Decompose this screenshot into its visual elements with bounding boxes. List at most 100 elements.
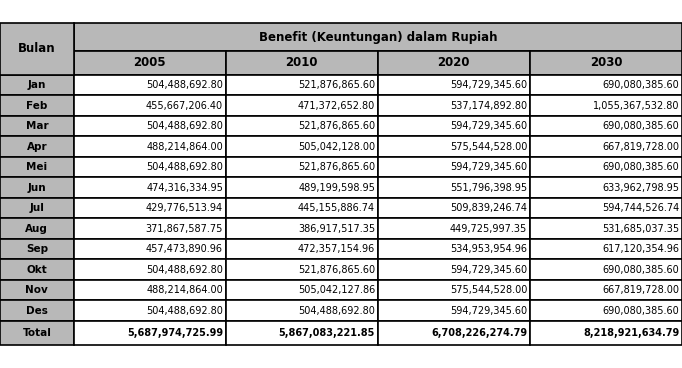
Bar [74, 321, 226, 345]
Bar [0, 321, 74, 345]
Bar [0, 157, 74, 177]
Text: Total: Total [23, 328, 51, 338]
Text: 449,725,997.35: 449,725,997.35 [450, 224, 527, 234]
Text: 429,776,513.94: 429,776,513.94 [146, 203, 223, 213]
Text: 504,488,692.80: 504,488,692.80 [146, 265, 223, 275]
Bar [378, 116, 530, 137]
Bar [378, 219, 530, 239]
Text: 534,953,954.96: 534,953,954.96 [450, 244, 527, 254]
Bar [74, 219, 226, 239]
Bar [0, 75, 74, 96]
Text: 8,218,921,634.79: 8,218,921,634.79 [583, 328, 679, 338]
Text: Okt: Okt [27, 265, 47, 275]
Text: Jun: Jun [27, 183, 46, 193]
Text: 594,729,345.60: 594,729,345.60 [450, 306, 527, 316]
Bar [378, 137, 530, 157]
Text: 575,544,528.00: 575,544,528.00 [450, 285, 527, 295]
Text: 537,174,892.80: 537,174,892.80 [450, 101, 527, 111]
Bar [226, 259, 378, 280]
Bar [530, 239, 682, 259]
Bar [226, 51, 378, 75]
Text: 667,819,728.00: 667,819,728.00 [602, 142, 679, 152]
Bar [226, 219, 378, 239]
Bar [530, 96, 682, 116]
Text: Bulan: Bulan [18, 42, 56, 56]
Bar [0, 137, 74, 157]
Bar [378, 280, 530, 301]
Bar [226, 198, 378, 219]
Bar [530, 75, 682, 96]
Text: 455,667,206.40: 455,667,206.40 [146, 101, 223, 111]
Bar [530, 137, 682, 157]
Bar [0, 280, 74, 301]
Bar [530, 157, 682, 177]
Bar [74, 177, 226, 198]
Bar [74, 259, 226, 280]
Bar [226, 137, 378, 157]
Text: Nov: Nov [25, 285, 48, 295]
Text: 521,876,865.60: 521,876,865.60 [298, 121, 375, 131]
Bar [226, 301, 378, 321]
Text: 667,819,728.00: 667,819,728.00 [602, 285, 679, 295]
Bar [0, 239, 74, 259]
Bar [0, 198, 74, 219]
Bar [0, 259, 74, 280]
Bar [74, 157, 226, 177]
Text: 386,917,517.35: 386,917,517.35 [298, 224, 375, 234]
Text: 504,488,692.80: 504,488,692.80 [146, 162, 223, 172]
Bar [378, 321, 530, 345]
Bar [530, 321, 682, 345]
Bar [74, 137, 226, 157]
Text: Mei: Mei [27, 162, 47, 172]
Bar [226, 239, 378, 259]
Bar [530, 51, 682, 75]
Text: 504,488,692.80: 504,488,692.80 [298, 306, 375, 316]
Text: 690,080,385.60: 690,080,385.60 [602, 121, 679, 131]
Text: 594,729,345.60: 594,729,345.60 [450, 80, 527, 90]
Text: 6,708,226,274.79: 6,708,226,274.79 [431, 328, 527, 338]
Text: 509,839,246.74: 509,839,246.74 [450, 203, 527, 213]
Text: 489,199,598.95: 489,199,598.95 [298, 183, 375, 193]
Bar [378, 198, 530, 219]
Bar [378, 177, 530, 198]
Bar [74, 51, 226, 75]
Text: Aug: Aug [25, 224, 48, 234]
Bar [74, 23, 682, 51]
Text: 5,687,974,725.99: 5,687,974,725.99 [127, 328, 223, 338]
Text: 504,488,692.80: 504,488,692.80 [146, 306, 223, 316]
Bar [530, 280, 682, 301]
Text: 690,080,385.60: 690,080,385.60 [602, 80, 679, 90]
Bar [226, 75, 378, 96]
Text: 1,055,367,532.80: 1,055,367,532.80 [593, 101, 679, 111]
Bar [226, 280, 378, 301]
Bar [226, 157, 378, 177]
Text: 2010: 2010 [286, 57, 318, 70]
Text: 504,488,692.80: 504,488,692.80 [146, 80, 223, 90]
Bar [0, 116, 74, 137]
Text: 505,042,128.00: 505,042,128.00 [298, 142, 375, 152]
Text: 594,729,345.60: 594,729,345.60 [450, 121, 527, 131]
Bar [74, 198, 226, 219]
Text: 505,042,127.86: 505,042,127.86 [298, 285, 375, 295]
Text: 690,080,385.60: 690,080,385.60 [602, 265, 679, 275]
Bar [74, 280, 226, 301]
Text: 472,357,154.96: 472,357,154.96 [298, 244, 375, 254]
Bar [378, 96, 530, 116]
Bar [226, 116, 378, 137]
Bar [530, 259, 682, 280]
Text: 371,867,587.75: 371,867,587.75 [146, 224, 223, 234]
Text: 521,876,865.60: 521,876,865.60 [298, 162, 375, 172]
Bar [530, 198, 682, 219]
Bar [378, 301, 530, 321]
Bar [74, 239, 226, 259]
Text: 690,080,385.60: 690,080,385.60 [602, 162, 679, 172]
Text: Des: Des [26, 306, 48, 316]
Bar [0, 23, 74, 75]
Text: 551,796,398.95: 551,796,398.95 [450, 183, 527, 193]
Text: 457,473,890.96: 457,473,890.96 [146, 244, 223, 254]
Text: 521,876,865.60: 521,876,865.60 [298, 265, 375, 275]
Bar [226, 177, 378, 198]
Bar [530, 301, 682, 321]
Text: Apr: Apr [27, 142, 47, 152]
Bar [74, 301, 226, 321]
